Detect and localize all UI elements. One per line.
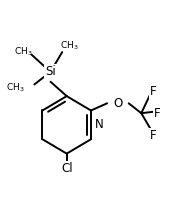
- Text: CH$_3$: CH$_3$: [60, 39, 79, 52]
- Text: O: O: [113, 97, 123, 110]
- Text: CH$_3$: CH$_3$: [6, 82, 24, 94]
- Text: F: F: [150, 129, 157, 142]
- Text: F: F: [154, 107, 160, 120]
- Text: CH$_3$: CH$_3$: [14, 46, 33, 58]
- Text: Cl: Cl: [61, 162, 72, 175]
- Text: F: F: [150, 85, 157, 98]
- Text: Si: Si: [45, 65, 56, 78]
- Text: N: N: [95, 118, 103, 131]
